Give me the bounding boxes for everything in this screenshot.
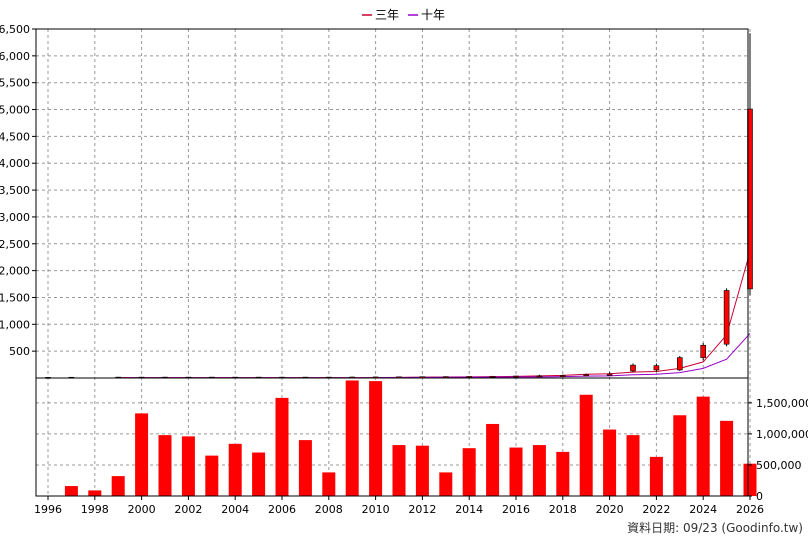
x-tick-label: 2004 (221, 503, 249, 516)
volume-bar (181, 436, 195, 496)
x-tick-label: 2010 (362, 503, 390, 516)
x-tick-label: 2002 (174, 503, 202, 516)
x-tick-label: 2018 (549, 503, 577, 516)
price-tick-label: 3,500 (0, 184, 30, 197)
volume-bar (345, 380, 359, 496)
legend-label: 十年 (421, 8, 445, 22)
x-tick-label: 2006 (268, 503, 296, 516)
volume-tick-label: 0 (756, 490, 763, 503)
volume-bar (228, 443, 242, 496)
x-tick-label: 1996 (34, 503, 62, 516)
price-tick-label: 1,500 (0, 291, 30, 304)
legend: 三年 十年 (362, 8, 445, 22)
price-tick-label: 4,500 (0, 130, 30, 143)
volume-bar (369, 381, 383, 496)
volume-bar (392, 445, 406, 496)
volume-bar (322, 472, 336, 496)
volume-bar (509, 447, 523, 496)
price-tick-label: 2,500 (0, 238, 30, 251)
price-tick-label: 5,500 (0, 77, 30, 90)
candle-body (606, 373, 613, 376)
price-tick-label: 6,500 (0, 23, 30, 36)
volume-bar (88, 490, 102, 496)
price-tick-label: 5,000 (0, 104, 30, 117)
legend-label: 三年 (375, 8, 399, 22)
candle-body (630, 364, 636, 372)
candle-body (653, 365, 660, 371)
price-tick-label: 4,000 (0, 157, 30, 170)
x-tick-label: 1998 (81, 503, 109, 516)
volume-bar (439, 472, 453, 496)
volume-bar (462, 448, 476, 496)
volume-bar (556, 451, 570, 496)
price-tick-label: 1,000 (0, 318, 30, 331)
volume-bar (743, 463, 757, 496)
volume-bar (275, 397, 289, 496)
volume-bar (158, 435, 172, 496)
volume-bar (252, 452, 266, 496)
candle-body (559, 375, 566, 377)
x-tick-label: 2024 (689, 503, 717, 516)
price-tick-label: 2,000 (0, 265, 30, 278)
x-tick-label: 2000 (128, 503, 156, 516)
x-tick-label: 2022 (642, 503, 670, 516)
volume-bar (205, 455, 219, 496)
x-tick-label: 2012 (408, 503, 436, 516)
volume-bar (649, 456, 663, 496)
volume-bar (486, 423, 500, 496)
volume-bar (415, 445, 429, 496)
volume-bar (673, 415, 687, 496)
x-tick-label: 2026 (736, 503, 764, 516)
volume-bar (111, 476, 125, 496)
candle-body (583, 374, 590, 377)
price-tick-label: 6,000 (0, 50, 30, 63)
source-label: 資料日期: 09/23 (Goodinfo.tw) (627, 521, 803, 535)
volume-tick-label: 500,000 (756, 459, 802, 472)
candle-body (489, 375, 496, 378)
candle-body (723, 290, 730, 345)
volume-bar (64, 486, 78, 496)
x-tick-label: 2020 (596, 503, 624, 516)
volume-tick-label: 1,000,000 (756, 428, 808, 441)
volume-bar (579, 394, 593, 496)
volume-bar (532, 445, 546, 496)
x-tick-label: 2014 (455, 503, 483, 516)
candle-body (676, 357, 683, 371)
volume-tick-label: 1,500,000 (756, 397, 808, 410)
price-tick-label: 500 (9, 345, 30, 358)
volume-bar (603, 429, 617, 496)
volume-bar (626, 435, 640, 496)
volume-bar (135, 413, 149, 496)
candle-body (466, 376, 473, 378)
plot-frame (35, 28, 749, 497)
candle-body (513, 375, 519, 378)
axes: 1996 1998 2000 2002 2004 2006 2008 2010 2012 2014… (0, 23, 808, 516)
x-tick-label: 2008 (315, 503, 343, 516)
candle-body (442, 376, 449, 378)
volume-bar (696, 396, 710, 496)
price-tick-label: 3,000 (0, 211, 30, 224)
volume-bar (720, 420, 734, 496)
volume-panel (64, 380, 757, 496)
x-tick-label: 2016 (502, 503, 530, 516)
volume-bar (298, 440, 312, 496)
candle-body (700, 344, 707, 358)
grid (36, 28, 751, 496)
candle-body (536, 375, 543, 378)
